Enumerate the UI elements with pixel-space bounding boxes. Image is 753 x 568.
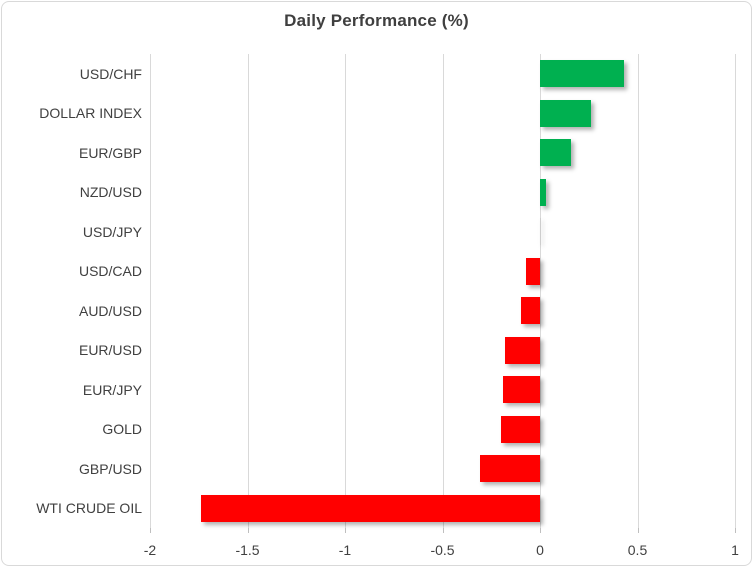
bar-usd-cad <box>526 257 540 285</box>
category-label-gold: GOLD <box>102 421 142 438</box>
x-tick-label: 0.5 <box>627 542 648 558</box>
bar-usd-jpy <box>540 218 541 246</box>
gridline-x-0.5 <box>637 54 639 528</box>
bar-gbp-usd <box>479 455 540 483</box>
category-label-aud-usd: AUD/USD <box>78 302 142 319</box>
category-label-dollar-index: DOLLAR INDEX <box>39 105 142 122</box>
category-label-eur-jpy: EUR/JPY <box>82 381 142 398</box>
bar-eur-jpy <box>502 376 540 404</box>
axis-tick <box>247 528 249 533</box>
x-tick-label: -1.5 <box>235 542 260 558</box>
category-label-eur-usd: EUR/USD <box>78 342 142 359</box>
axis-tick <box>540 528 541 533</box>
axis-tick <box>637 528 639 533</box>
chart-title: Daily Performance (%) <box>284 11 469 30</box>
bar-aud-usd <box>520 297 540 325</box>
bar-eur-gbp <box>540 139 572 167</box>
bar-gold <box>501 415 540 443</box>
gridline-x-0 <box>540 54 541 528</box>
category-label-usd-jpy: USD/JPY <box>82 223 142 240</box>
gridline-x--1 <box>345 54 346 528</box>
bar-nzd-usd <box>540 178 546 206</box>
category-label-usd-chf: USD/CHF <box>79 65 142 82</box>
x-tick-label: -0.5 <box>430 542 455 558</box>
x-tick-label: -2 <box>143 542 157 558</box>
bar-wti-crude-oil <box>200 494 540 522</box>
gridline-x--2 <box>150 54 151 528</box>
axis-tick <box>345 528 346 533</box>
x-tick-label: -1 <box>338 542 352 558</box>
category-label-usd-cad: USD/CAD <box>78 263 142 280</box>
category-label-wti-crude-oil: WTI CRUDE OIL <box>36 500 142 517</box>
x-tick-label: 0 <box>536 542 544 558</box>
category-label-nzd-usd: NZD/USD <box>79 184 142 201</box>
bar-usd-chf <box>540 60 624 88</box>
gridline-x-1 <box>735 54 736 528</box>
bar-dollar-index <box>540 99 591 127</box>
gridline-x--0.5 <box>442 54 444 528</box>
gridline-x--1.5 <box>247 54 249 528</box>
category-label-gbp-usd: GBP/USD <box>78 460 142 477</box>
x-tick-label: 1 <box>731 542 739 558</box>
axis-tick <box>735 528 736 533</box>
axis-tick <box>442 528 444 533</box>
category-label-eur-gbp: EUR/GBP <box>78 144 142 161</box>
axis-tick <box>150 528 151 533</box>
bar-eur-usd <box>504 336 540 364</box>
plot-area <box>150 54 736 528</box>
